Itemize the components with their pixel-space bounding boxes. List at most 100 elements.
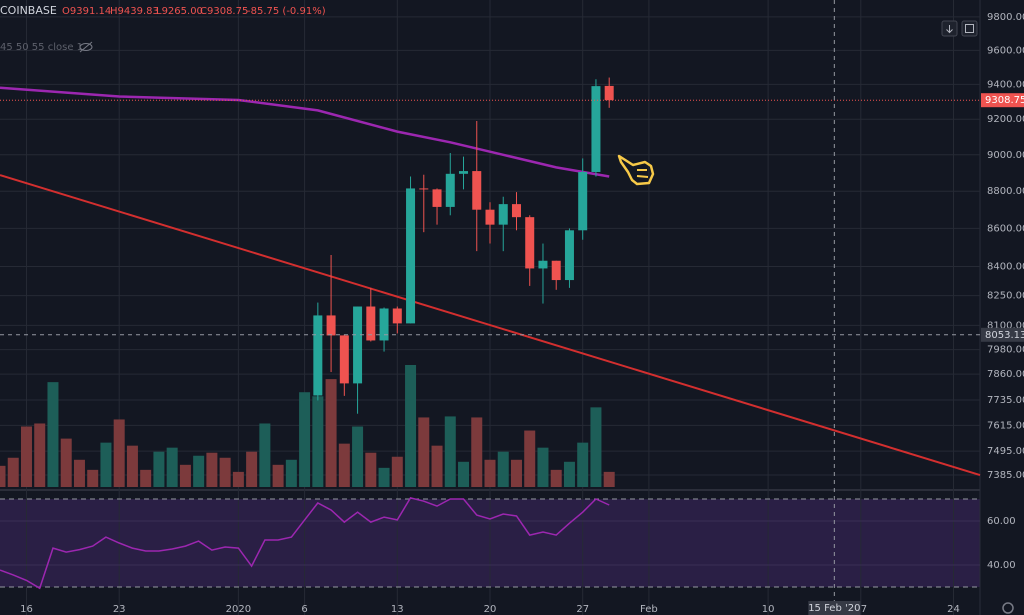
x-tick-label: 20	[484, 604, 497, 615]
volume-bar	[73, 459, 85, 487]
candle-body	[366, 306, 376, 341]
volume-bar	[524, 430, 536, 487]
hand-outline	[617, 154, 655, 186]
candle-body	[406, 188, 416, 324]
settings-icon[interactable]	[1002, 602, 1014, 614]
volume-bar	[113, 419, 125, 487]
volume-bar	[87, 469, 99, 487]
volume-bar	[179, 464, 191, 487]
volume-bar	[338, 443, 350, 487]
y-tick-label: 8250.00	[987, 291, 1024, 302]
volume-bar	[206, 452, 218, 487]
legend-value: O9391.14	[62, 6, 111, 17]
volume-bar	[550, 469, 562, 487]
legend-value: C9308.75	[200, 6, 248, 17]
y-tick-label: 8600.00	[987, 223, 1024, 234]
crosshair-date-badge	[808, 601, 861, 615]
legend-value: H9439.83	[110, 6, 159, 17]
candle-body	[485, 209, 495, 225]
hand-fingers	[636, 169, 649, 178]
crosshair-price-label: 8053.13	[985, 330, 1024, 341]
volume-bar	[325, 379, 337, 487]
volume-bar	[563, 461, 575, 487]
volume-bar	[312, 396, 324, 487]
x-tick-label: 6	[301, 604, 307, 615]
volume-bar	[153, 451, 165, 487]
volume-bar	[246, 451, 258, 487]
y-tick-label: 7735.00	[987, 395, 1024, 406]
x-tick-label: 27	[576, 604, 589, 615]
x-tick-label: 2020	[226, 604, 251, 615]
candle-body	[578, 171, 588, 231]
volume-bar	[100, 442, 112, 487]
symbol: COINBASE	[0, 4, 57, 17]
volume-bar	[471, 417, 483, 487]
download-icon	[946, 25, 953, 34]
volume-bar	[577, 442, 589, 487]
candle-body	[604, 85, 614, 101]
volume-bar	[378, 467, 390, 487]
candle-body	[392, 308, 402, 324]
last-price-label: 9308.75	[985, 95, 1024, 106]
candle-body	[445, 173, 455, 207]
volume-bar	[484, 459, 496, 487]
hand-icon	[617, 154, 655, 186]
volume-bar	[0, 465, 6, 487]
volume-bar	[193, 455, 205, 487]
candle-body	[432, 189, 442, 207]
x-tick-label: 13	[391, 604, 404, 615]
gear	[1002, 602, 1014, 614]
x-tick-label: Feb	[640, 604, 658, 615]
candle-body	[313, 315, 323, 396]
eye-icon[interactable]	[79, 41, 93, 53]
indicator-label: 45 50 55 close 1	[0, 42, 83, 53]
x-tick-label: 24	[947, 604, 960, 615]
volume-bar	[20, 426, 32, 487]
candle-body	[339, 335, 349, 384]
x-tick-label: 16	[20, 604, 33, 615]
volume-bar	[590, 407, 602, 487]
candle-body	[525, 217, 535, 269]
restore-icon	[965, 24, 974, 33]
volume-bar	[126, 445, 138, 487]
candle-body	[472, 171, 482, 210]
candle-body	[551, 260, 561, 281]
restore-button[interactable]	[961, 20, 978, 37]
volume-bar	[259, 423, 271, 487]
y-tick-label: 8800.00	[987, 186, 1024, 197]
candle-body	[591, 86, 601, 172]
y-tick-label: 9000.00	[987, 150, 1024, 161]
volume-bar	[405, 365, 417, 487]
volume-bar	[418, 417, 430, 487]
trendline	[0, 174, 981, 476]
volume-bar	[272, 464, 284, 487]
legend-value: L9265.00	[156, 6, 203, 17]
marks	[0, 77, 981, 590]
eye-outline	[79, 43, 93, 51]
crosshair-price-badge	[981, 327, 1024, 342]
volume-bar	[47, 382, 59, 487]
volume-bar	[219, 457, 231, 487]
y-tick-label: 9800.00	[987, 12, 1024, 23]
candle-body	[419, 188, 429, 190]
y-tick-label: 7980.00	[987, 345, 1024, 356]
y-tick-label: 7495.00	[987, 446, 1024, 457]
y-tick-label: 9200.00	[987, 114, 1024, 125]
crosshair-date-label: 15 Feb '20	[808, 603, 860, 614]
legend-value: -85.75 (-0.91%)	[247, 6, 326, 17]
volume-bar	[140, 469, 152, 487]
x-tick-label: 17	[854, 604, 867, 615]
candle-body	[538, 260, 548, 269]
volume-bar	[365, 452, 377, 487]
candle-body	[498, 204, 508, 225]
volume-bar	[7, 457, 19, 487]
y-tick-label: 7385.00	[987, 470, 1024, 481]
volume-bar	[391, 456, 403, 487]
y-tick-label: 7860.00	[987, 369, 1024, 380]
eye-strike	[79, 41, 93, 53]
y-tick-label: 8100.00	[987, 320, 1024, 331]
volume-bar	[352, 426, 364, 487]
